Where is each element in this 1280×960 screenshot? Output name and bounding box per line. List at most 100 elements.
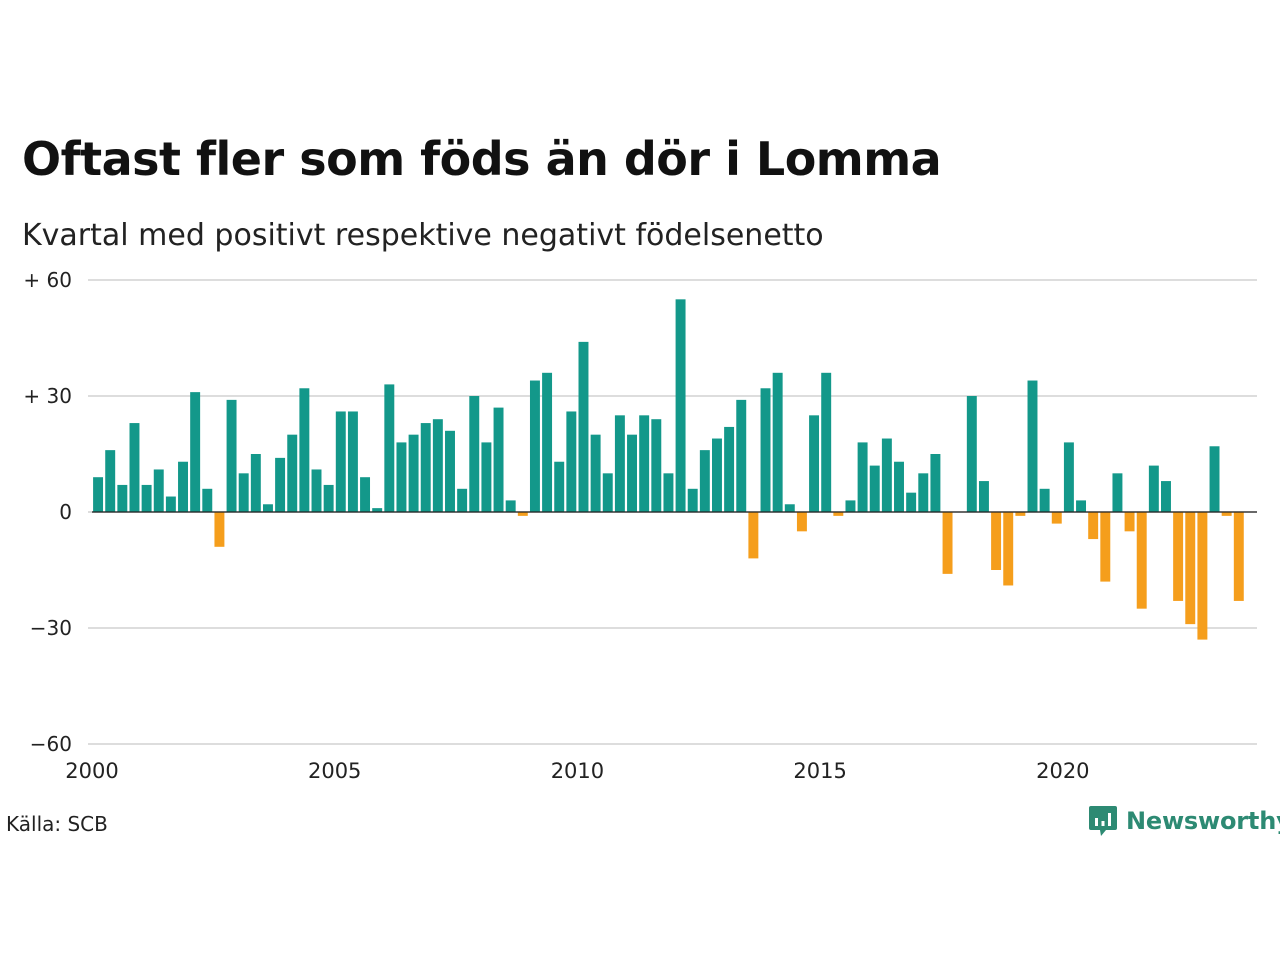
- bar: [1148, 465, 1159, 512]
- bar: [942, 512, 953, 574]
- bar: [1221, 512, 1232, 516]
- y-tick-label: + 30: [23, 384, 72, 408]
- bar: [117, 484, 128, 512]
- chart-title: Oftast fler som föds än dör i Lomma: [22, 132, 942, 186]
- bar: [724, 426, 735, 512]
- bar: [978, 481, 989, 512]
- bar: [1185, 512, 1196, 625]
- newsworthy-logo-icon: [1089, 806, 1117, 836]
- bar: [202, 488, 213, 512]
- bar: [639, 415, 650, 512]
- bar: [372, 508, 383, 512]
- bar: [602, 473, 613, 512]
- y-tick-label: 0: [59, 500, 72, 524]
- bar: [287, 434, 298, 512]
- bar: [590, 434, 601, 512]
- bar: [311, 469, 322, 512]
- bar: [554, 461, 565, 512]
- bar: [675, 299, 686, 512]
- bar: [129, 423, 140, 512]
- bar: [578, 341, 589, 512]
- bar: [469, 396, 480, 512]
- bar: [651, 419, 662, 512]
- bar: [1233, 512, 1244, 601]
- y-tick-label: −60: [30, 732, 72, 756]
- source-label: Källa: SCB: [6, 812, 108, 836]
- bar: [93, 477, 104, 512]
- y-tick-label: + 60: [23, 268, 72, 292]
- bar: [869, 465, 880, 512]
- newsworthy-logo-text: Newsworthy: [1126, 807, 1280, 835]
- bar: [323, 484, 334, 512]
- bar: [1197, 512, 1208, 640]
- bar: [457, 488, 468, 512]
- bar: [627, 434, 637, 512]
- bar: [748, 512, 759, 559]
- bar: [821, 372, 832, 512]
- bar: [384, 384, 395, 512]
- bar: [614, 415, 625, 512]
- x-tick-label: 2020: [1036, 759, 1089, 783]
- bar: [432, 419, 443, 512]
- bar: [796, 512, 807, 532]
- bar: [1112, 473, 1123, 512]
- bar: [517, 512, 528, 516]
- bar: [420, 423, 431, 512]
- bar: [1063, 442, 1074, 512]
- bar: [930, 454, 941, 512]
- bar: [857, 442, 868, 512]
- bar: [833, 512, 844, 516]
- x-tick-label: 2005: [308, 759, 361, 783]
- bar: [760, 388, 771, 512]
- x-tick-label: 2015: [793, 759, 846, 783]
- bar: [178, 461, 188, 512]
- bar: [1088, 512, 1099, 540]
- bar: [529, 380, 540, 512]
- bar: [966, 396, 977, 512]
- bar: [894, 461, 904, 512]
- bar: [736, 399, 747, 512]
- bar: [772, 372, 783, 512]
- bar: [918, 473, 929, 512]
- bar: [1027, 380, 1038, 512]
- bar: [408, 434, 419, 512]
- bar: [1173, 512, 1184, 601]
- y-tick-label: −30: [30, 616, 72, 640]
- bar: [687, 488, 698, 512]
- newsworthy-logo: Newsworthy: [1088, 804, 1280, 838]
- bar: [906, 492, 917, 512]
- bar: [845, 500, 856, 512]
- bar: [360, 477, 371, 512]
- bar: [505, 500, 516, 512]
- bar: [663, 473, 674, 512]
- bar: [238, 473, 249, 512]
- x-tick-label: 2010: [551, 759, 604, 783]
- x-tick-label: 2000: [65, 759, 118, 783]
- bar: [1015, 512, 1026, 516]
- bar: [396, 442, 407, 512]
- bar: [1100, 512, 1111, 582]
- chart-subtitle: Kvartal med positivt respektive negativt…: [22, 218, 824, 253]
- bar: [335, 411, 346, 512]
- bar: [481, 442, 492, 512]
- bar: [190, 392, 201, 512]
- bar: [262, 504, 273, 512]
- bar: [1161, 481, 1171, 512]
- bar: [165, 496, 176, 512]
- bar: [299, 388, 310, 512]
- bar: [1051, 512, 1062, 524]
- bar: [712, 438, 722, 512]
- bar: [1124, 512, 1135, 532]
- bar: [214, 512, 225, 547]
- bar: [1209, 446, 1220, 512]
- bar: [275, 457, 286, 512]
- bar: [881, 438, 892, 512]
- bar: [153, 469, 164, 512]
- bar: [226, 399, 237, 512]
- bar: [347, 411, 358, 512]
- bar: [699, 450, 710, 512]
- bar: [105, 450, 116, 512]
- bar: [809, 415, 820, 512]
- bar: [1076, 500, 1087, 512]
